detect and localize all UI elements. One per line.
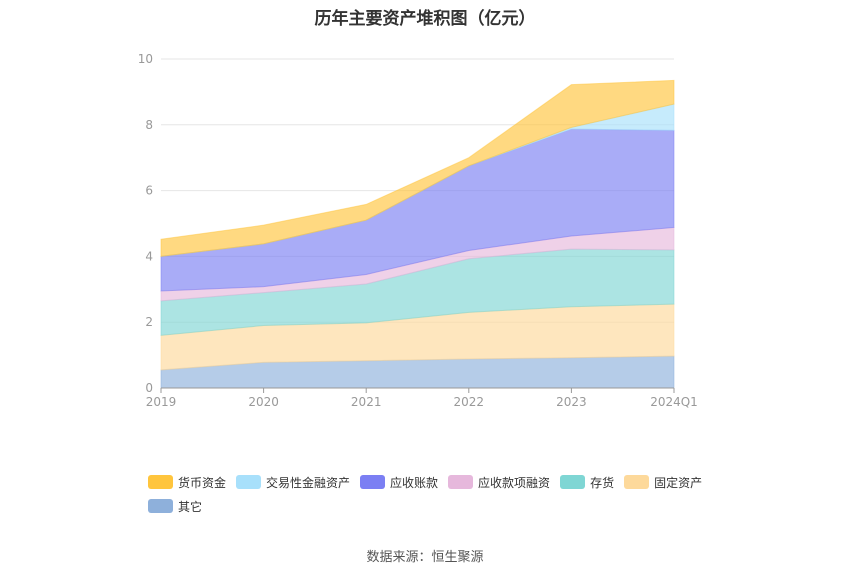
legend-swatch	[236, 475, 262, 489]
y-tick-label: 10	[138, 52, 153, 66]
legend-swatch	[448, 475, 474, 489]
legend-label: 其它	[178, 499, 203, 514]
legend-label: 货币资金	[178, 475, 227, 490]
legend-swatch	[148, 475, 173, 489]
area-series-6[interactable]	[160, 79, 675, 257]
legend-label: 交易性金融资产	[266, 475, 351, 490]
y-tick-label: 2	[145, 315, 153, 329]
chart-title: 历年主要资产堆积图（亿元）	[314, 9, 536, 29]
area-series	[160, 79, 675, 389]
legend-item[interactable]: 其它	[148, 498, 202, 514]
legend-item[interactable]: 交易性金融资产	[236, 474, 350, 490]
legend: 货币资金 交易性金融资产 应收账款 应收款项融资 存货 固定资产其它	[148, 474, 748, 522]
legend-swatch	[624, 475, 650, 489]
y-tick-label: 0	[145, 381, 153, 395]
source-note: 数据来源：恒生聚源	[366, 550, 484, 565]
y-tick-label: 8	[145, 118, 153, 132]
stacked-area-chart: 0 2 4 6 8 10 2019 2020 2021 2022 2023 2024Q1	[138, 52, 698, 409]
x-tick-label: 2022	[454, 395, 485, 409]
axes: 0 2 4 6 8 10 2019 2020 2021 2022 2023 2024Q1	[138, 52, 698, 409]
legend-item[interactable]: 应收账款	[360, 474, 438, 490]
y-tick-label: 6	[145, 184, 153, 198]
legend-label: 固定资产	[654, 475, 703, 490]
legend-swatch	[560, 475, 586, 489]
x-tick-label: 2024Q1	[650, 395, 698, 409]
legend-item[interactable]: 固定资产	[624, 474, 702, 490]
x-tick-label: 2019	[146, 395, 177, 409]
x-tick-label: 2023	[556, 395, 587, 409]
legend-label: 存货	[590, 475, 615, 490]
legend-item[interactable]: 应收款项融资	[448, 474, 550, 490]
legend-swatch	[148, 499, 173, 513]
legend-swatch	[360, 475, 386, 489]
x-tick-label: 2020	[248, 395, 279, 409]
legend-item[interactable]: 货币资金	[148, 474, 226, 490]
legend-label: 应收账款	[390, 475, 439, 490]
x-tick-label: 2021	[351, 395, 382, 409]
legend-label: 应收款项融资	[478, 475, 551, 490]
legend-item[interactable]: 存货	[560, 474, 614, 490]
y-tick-label: 4	[145, 249, 153, 263]
